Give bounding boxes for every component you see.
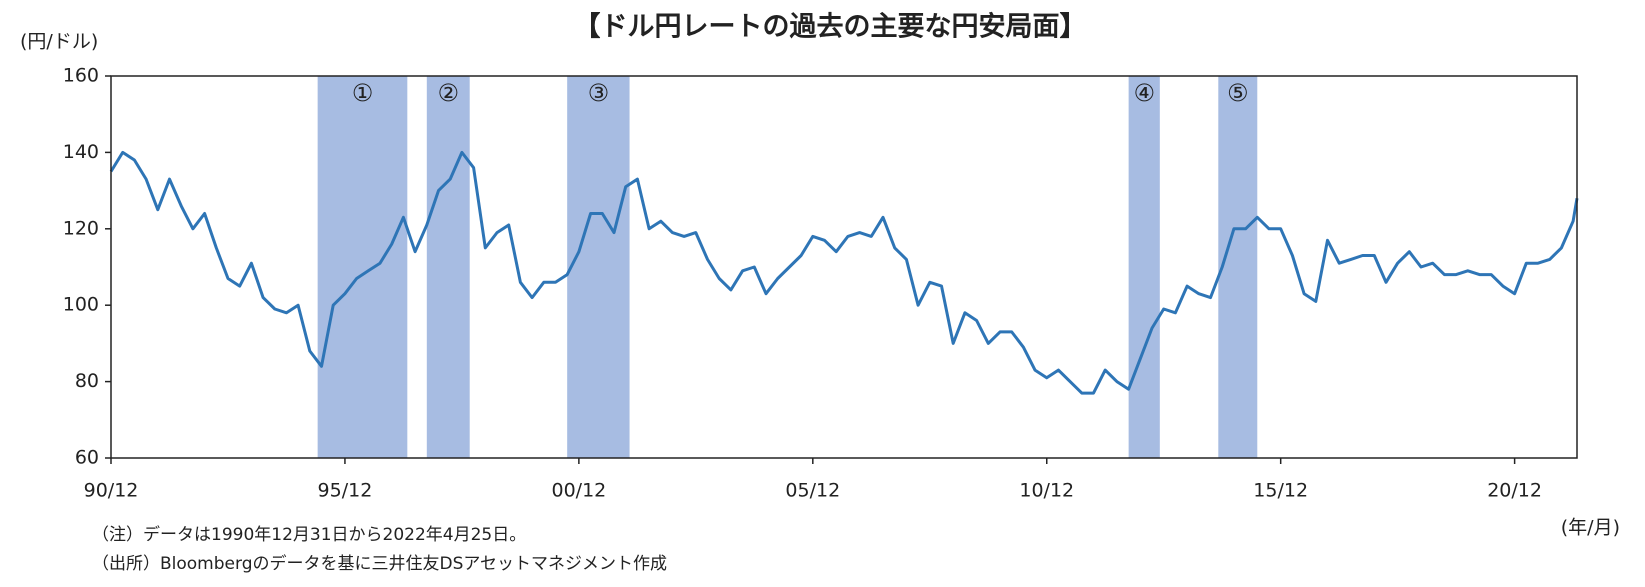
y-tick-label: 60 — [75, 447, 99, 469]
plot-frame — [110, 75, 1578, 459]
y-tick-label: 80 — [75, 370, 99, 392]
shaded-period — [1218, 76, 1258, 458]
source: （出所）Bloombergのデータを基に三井住友DSアセットマネジメント作成 — [92, 553, 667, 574]
period-label: ② — [438, 79, 460, 107]
x-axis-label: (年/月) — [1561, 517, 1620, 539]
period-label: ③ — [588, 79, 610, 107]
x-tick-label: 95/12 — [318, 480, 373, 502]
shaded-period — [567, 76, 630, 458]
x-tick-label: 15/12 — [1253, 480, 1308, 502]
y-tick-label: 140 — [63, 141, 99, 163]
period-label: ⑤ — [1227, 79, 1249, 107]
period-label: ① — [352, 79, 374, 107]
y-tick-label: 120 — [63, 217, 99, 239]
x-tick-label: 90/12 — [84, 480, 139, 502]
shaded-period — [426, 76, 470, 458]
chart-title: 【ドル円レートの過去の主要な円安局面】 — [574, 12, 1087, 43]
note: （注）データは1990年12月31日から2022年4月25日。 — [92, 524, 526, 545]
x-tick-label: 10/12 — [1019, 480, 1074, 502]
x-tick-label: 00/12 — [551, 480, 606, 502]
x-tick-label: 20/12 — [1487, 480, 1542, 502]
y-axis-label: (円/ドル) — [20, 31, 98, 53]
y-tick-label: 100 — [63, 294, 99, 316]
x-tick-label: 05/12 — [785, 480, 840, 502]
period-label: ④ — [1133, 79, 1155, 107]
shaded-period — [317, 76, 408, 458]
rate-line — [109, 150, 1579, 395]
y-tick-label: 160 — [63, 65, 99, 87]
shaded-period — [1128, 76, 1160, 458]
